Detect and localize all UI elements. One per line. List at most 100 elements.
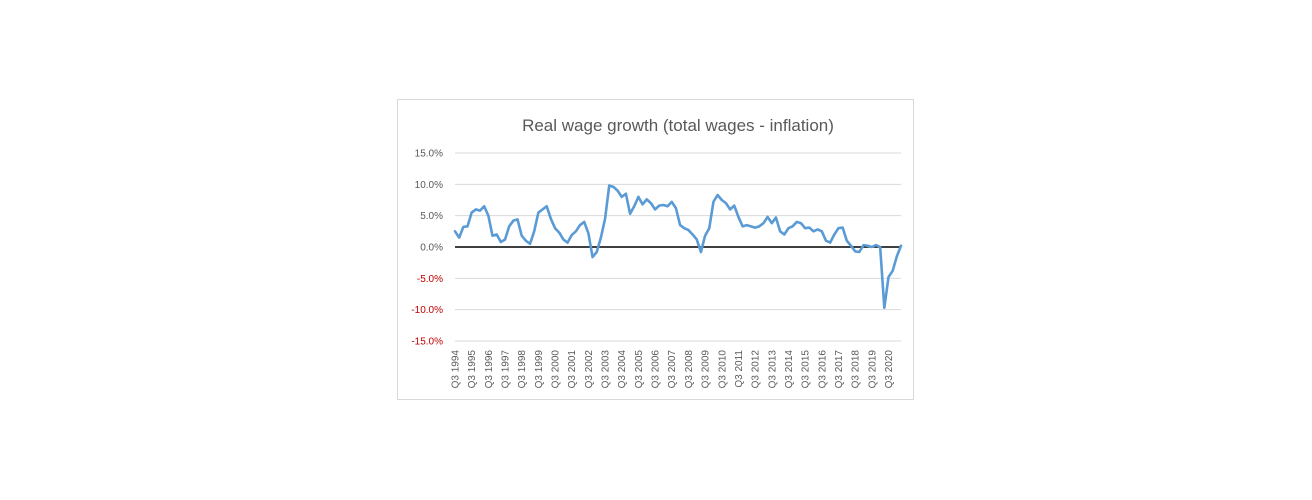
data-point <box>474 208 477 211</box>
data-point <box>791 225 794 228</box>
data-point <box>737 215 740 218</box>
y-tick-label: 15.0% <box>415 149 443 160</box>
x-tick-label: Q3 2020 <box>884 350 895 389</box>
x-tick-label: Q3 2003 <box>601 350 612 389</box>
data-point <box>745 224 748 227</box>
x-tick-label: Q3 2010 <box>717 350 728 389</box>
data-point <box>683 227 686 230</box>
data-point <box>645 198 648 201</box>
data-point <box>570 234 573 237</box>
data-point <box>608 184 611 187</box>
data-point <box>699 251 702 254</box>
x-tick-label: Q3 2009 <box>701 350 712 389</box>
x-tick-label: Q3 2013 <box>767 350 778 389</box>
y-tick-label: 5.0% <box>420 211 443 222</box>
data-point <box>833 233 836 236</box>
data-point <box>749 225 752 228</box>
x-tick-label: Q3 2006 <box>651 350 662 389</box>
data-point <box>812 230 815 233</box>
data-point <box>616 189 619 192</box>
data-point <box>845 239 848 242</box>
x-tick-label: Q3 2008 <box>684 350 695 389</box>
data-point <box>541 208 544 211</box>
data-point <box>545 205 548 208</box>
data-point <box>795 220 798 223</box>
data-point <box>787 227 790 230</box>
data-point <box>762 222 765 225</box>
data-point <box>591 256 594 259</box>
data-point <box>458 236 461 239</box>
data-point <box>708 227 711 230</box>
data-point <box>554 227 557 230</box>
data-point <box>599 236 602 239</box>
data-point <box>537 211 540 214</box>
data-point <box>649 202 652 205</box>
data-point <box>712 200 715 203</box>
data-point <box>891 269 894 272</box>
x-tick-label: Q3 2007 <box>667 350 678 389</box>
data-point <box>670 200 673 203</box>
data-point <box>741 225 744 228</box>
data-point <box>849 244 852 247</box>
data-point <box>879 246 882 248</box>
x-tick-label: Q3 1996 <box>484 350 495 389</box>
data-point <box>754 226 757 229</box>
data-point <box>620 195 623 198</box>
data-point <box>887 276 890 279</box>
x-tick-label: Q3 1994 <box>451 350 462 389</box>
x-tick-label: Q3 2018 <box>851 350 862 389</box>
data-point <box>695 238 698 241</box>
data-point <box>574 230 577 233</box>
data-point <box>491 234 494 237</box>
data-point <box>770 222 773 225</box>
data-point <box>720 199 723 201</box>
data-point <box>758 225 761 228</box>
x-tick-label: Q3 2001 <box>567 350 578 389</box>
y-tick-label: -15.0% <box>411 337 443 348</box>
data-point <box>799 222 802 225</box>
data-point <box>654 208 657 211</box>
data-point <box>666 205 669 208</box>
data-point <box>870 246 873 248</box>
x-tick-label: Q3 2004 <box>617 350 628 389</box>
data-point <box>779 230 782 233</box>
y-tick-label: -10.0% <box>411 305 443 316</box>
x-tick-label: Q3 1997 <box>501 350 512 389</box>
x-tick-label: Q3 2005 <box>634 350 645 389</box>
data-point <box>858 251 861 254</box>
chart-frame: Real wage growth (total wages - inflatio… <box>397 99 914 400</box>
chart-title: Real wage growth (total wages - inflatio… <box>522 116 834 135</box>
data-point <box>595 251 598 254</box>
data-point <box>487 214 490 217</box>
data-point <box>679 224 682 227</box>
series-layer <box>453 184 903 310</box>
data-point <box>641 203 644 206</box>
data-point <box>533 230 536 233</box>
data-point <box>454 230 456 233</box>
data-point <box>900 244 902 247</box>
data-point <box>716 193 719 196</box>
data-point <box>691 233 694 236</box>
data-point <box>704 234 707 237</box>
data-point <box>862 244 865 247</box>
data-point <box>724 202 727 205</box>
y-tick-label: 0.0% <box>420 243 443 254</box>
data-point <box>483 205 486 208</box>
data-point <box>854 250 857 253</box>
data-point <box>529 242 532 245</box>
data-point <box>633 205 636 208</box>
line-chart: Real wage growth (total wages - inflatio… <box>411 116 903 389</box>
x-tick-label: Q3 2017 <box>834 350 845 389</box>
x-tick-label: Q3 2002 <box>584 350 595 389</box>
data-point <box>866 244 869 247</box>
data-point <box>562 238 565 241</box>
x-tick-label: Q3 2012 <box>751 350 762 389</box>
data-point <box>624 192 627 195</box>
data-point <box>479 209 482 212</box>
data-point <box>662 204 665 207</box>
data-point <box>579 224 582 227</box>
data-point <box>658 204 661 207</box>
data-point <box>774 216 777 219</box>
data-point <box>733 204 736 207</box>
x-tick-label: Q3 1995 <box>467 350 478 389</box>
